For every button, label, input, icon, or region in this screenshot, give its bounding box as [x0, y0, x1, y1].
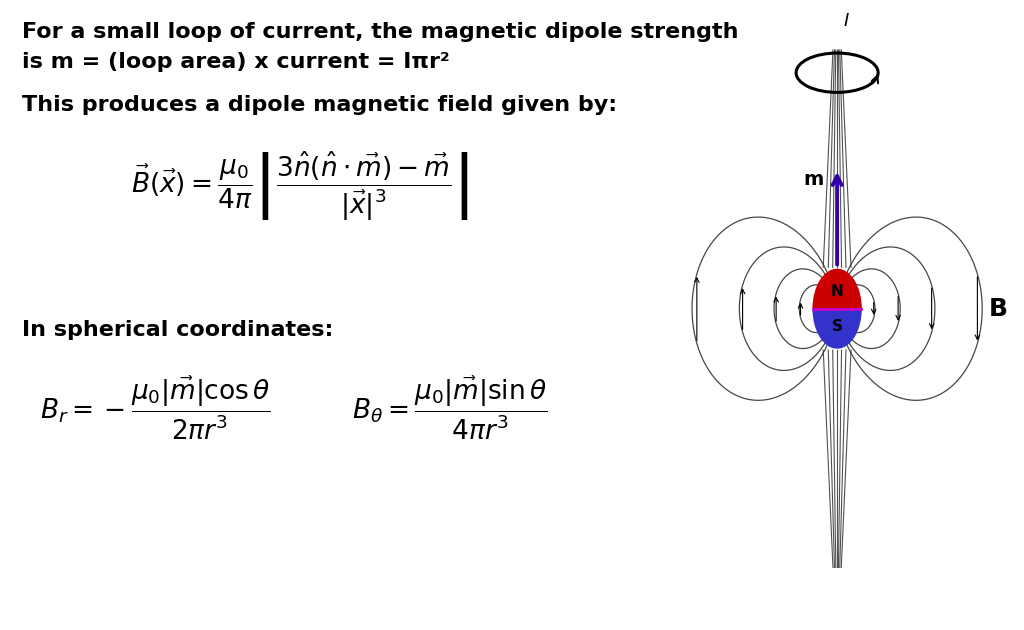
Text: This produces a dipole magnetic field given by:: This produces a dipole magnetic field gi…: [22, 95, 617, 115]
Wedge shape: [813, 270, 861, 309]
Wedge shape: [813, 309, 861, 348]
Text: $B_\theta=\dfrac{\mu_0|\vec{m}|\sin\theta}{4\pi r^3}$: $B_\theta=\dfrac{\mu_0|\vec{m}|\sin\thet…: [352, 375, 548, 442]
Text: For a small loop of current, the magnetic dipole strength: For a small loop of current, the magneti…: [22, 22, 738, 42]
Text: In spherical coordinates:: In spherical coordinates:: [22, 320, 334, 340]
Text: $\vec{B}(\vec{x})=\dfrac{\mu_0}{4\pi}\left|\dfrac{3\hat{n}(\hat{n}\cdot\vec{m})-: $\vec{B}(\vec{x})=\dfrac{\mu_0}{4\pi}\le…: [131, 150, 469, 223]
Text: $B_r=-\dfrac{\mu_0|\vec{m}|\cos\theta}{2\pi r^3}$: $B_r=-\dfrac{\mu_0|\vec{m}|\cos\theta}{2…: [40, 375, 270, 442]
Text: m: m: [803, 170, 823, 189]
Text: S: S: [831, 319, 843, 334]
Text: is m = (loop area) x current = Iπr²: is m = (loop area) x current = Iπr²: [22, 52, 450, 72]
Text: N: N: [830, 284, 844, 299]
Text: B: B: [988, 297, 1008, 321]
Text: I: I: [844, 12, 849, 30]
